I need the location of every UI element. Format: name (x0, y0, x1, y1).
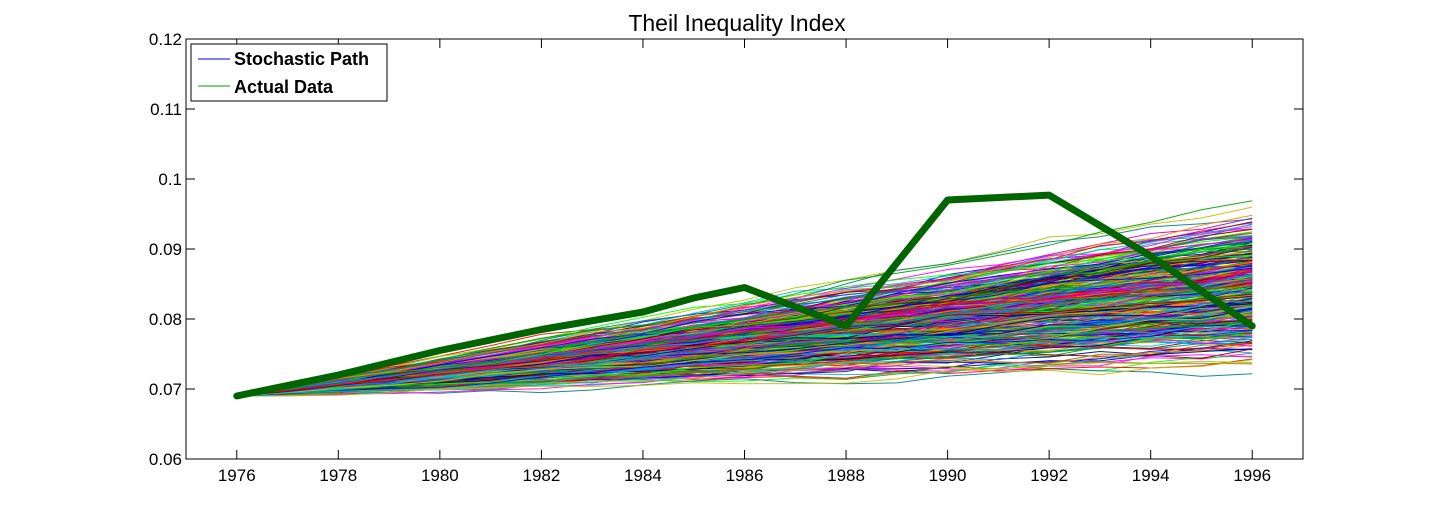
y-tick-label: 0.12 (149, 30, 182, 49)
stochastic-path (236, 295, 1253, 397)
stochastic-path (236, 305, 1253, 397)
stochastic-path (236, 222, 1253, 397)
x-tick-label: 1978 (319, 466, 357, 485)
y-tick-label: 0.09 (149, 240, 182, 259)
x-tick-label: 1976 (218, 466, 256, 485)
stochastic-path (236, 311, 1253, 397)
y-tick-label: 0.1 (158, 170, 182, 189)
y-axis: 0.06 0.07 0.08 0.09 0.1 0.11 0.12 (149, 30, 1303, 469)
y-tick-label: 0.11 (150, 100, 182, 119)
legend: Stochastic Path Actual Data (190, 43, 388, 102)
x-tick-label: 1988 (827, 466, 865, 485)
x-tick-label: 1982 (522, 466, 560, 485)
stochastic-path (236, 320, 1253, 397)
x-tick-label: 1994 (1132, 466, 1170, 485)
chart-title: Theil Inequality Index (628, 10, 846, 36)
stochastic-path (236, 326, 1253, 397)
x-tick-label: 1992 (1030, 466, 1068, 485)
y-tick-label: 0.08 (149, 310, 182, 329)
stochastic-path (236, 273, 1253, 397)
x-tick-label: 1984 (624, 466, 662, 485)
legend-label-actual: Actual Data (234, 77, 334, 97)
actual-data-line (233, 191, 1256, 400)
x-tick-label: 1996 (1233, 466, 1271, 485)
stochastic-path (236, 206, 1253, 397)
stochastic-path (236, 235, 1253, 397)
stochastic-path (236, 214, 1253, 397)
x-tick-label: 1990 (929, 466, 967, 485)
x-axis: 1976 1978 1980 1982 1984 1986 1988 1990 1992 1994… (218, 39, 1271, 485)
stochastic-path (236, 359, 1253, 397)
stochastic-path (236, 322, 1253, 397)
stochastic-path (236, 330, 1253, 397)
legend-label-stochastic: Stochastic Path (234, 49, 369, 69)
stochastic-paths (236, 200, 1253, 397)
stochastic-path (236, 290, 1253, 397)
stochastic-path (236, 232, 1253, 397)
x-tick-label: 1980 (421, 466, 459, 485)
stochastic-path (236, 242, 1253, 397)
stochastic-path (236, 354, 1253, 397)
y-tick-label: 0.07 (149, 380, 182, 399)
x-tick-label: 1986 (726, 466, 764, 485)
y-tick-label: 0.06 (149, 450, 182, 469)
legend-box (190, 43, 388, 102)
stochastic-path (236, 262, 1253, 397)
actual-data-layer (233, 191, 1256, 400)
